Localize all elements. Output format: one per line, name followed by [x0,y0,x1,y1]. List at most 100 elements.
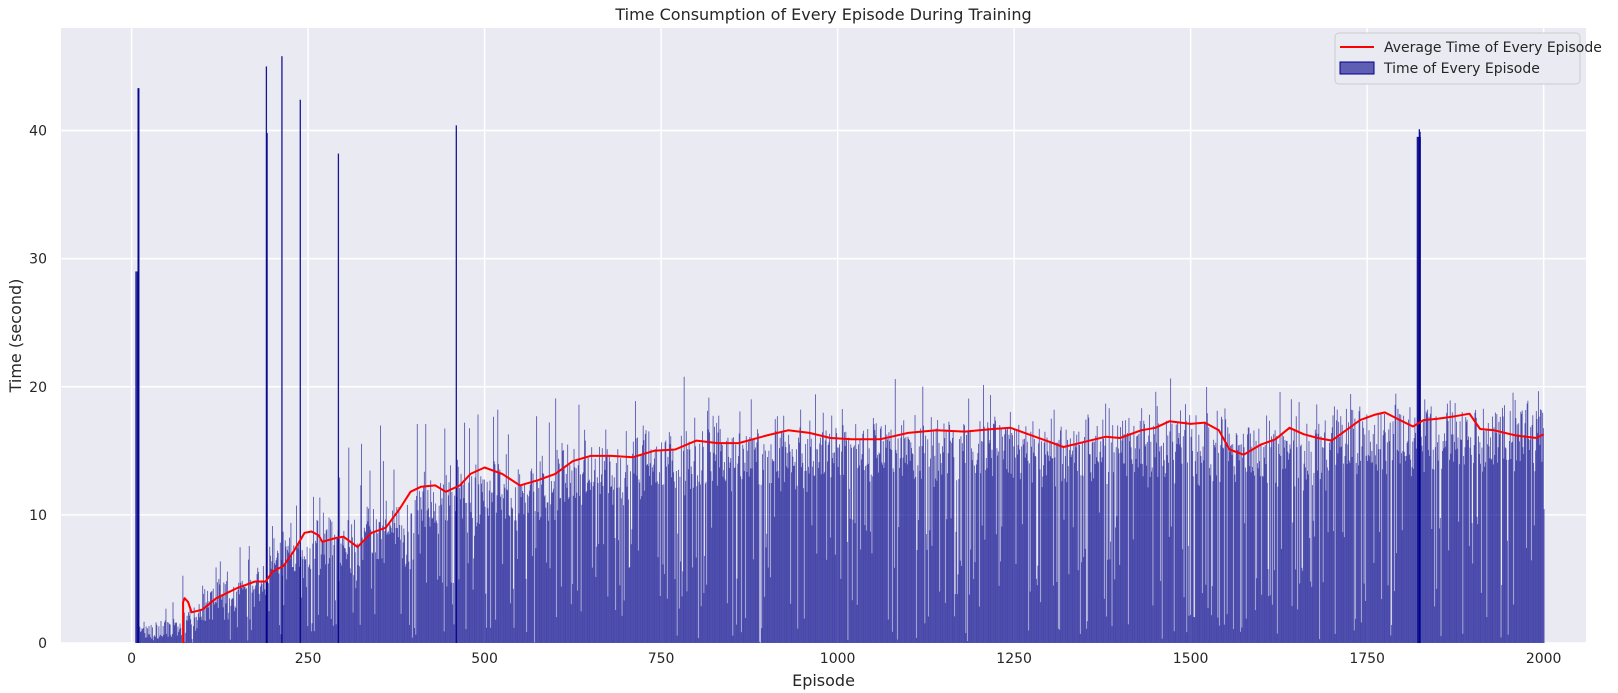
episode-bar [1136,435,1138,643]
episode-bar [1265,464,1267,643]
episode-bar [716,422,718,643]
episode-bar [974,562,976,643]
episode-bar [314,558,316,643]
episode-bar [339,477,341,643]
episode-bar [480,476,482,643]
episode-bar [931,545,933,643]
episode-bar [543,496,545,643]
episode-bar [791,449,793,643]
episode-bar [316,520,318,643]
episode-bar [824,471,826,643]
episode-bar [457,459,458,643]
episode-bar [223,582,225,643]
episode-bar [1473,462,1474,643]
episode-bar [963,424,965,643]
episode-bar [1364,434,1366,643]
episode-bar [1118,453,1120,643]
episode-bar [1427,450,1429,643]
episode-bar-spike [1418,129,1420,643]
episode-bar [872,417,874,643]
episode-bar [1523,435,1525,643]
episode-bar [1033,439,1035,643]
episode-bar [1200,455,1202,643]
episode-bar [1542,412,1544,643]
episode-bar [373,530,375,643]
episode-bar [345,552,347,643]
episode-bar [940,463,942,643]
episode-bar [1207,608,1209,643]
episode-bar [1068,574,1070,643]
episode-bar [1411,467,1413,643]
episode-bar [624,478,626,643]
episode-bar [843,474,845,643]
episode-bar [1040,602,1042,643]
episode-bar [997,451,999,643]
episode-bar [1134,471,1136,643]
episode-bar [1196,451,1198,643]
episode-bar [1524,423,1526,643]
episode-bar [904,462,906,643]
episode-bar [776,471,778,643]
episode-bar [1232,444,1234,643]
episode-bar [187,620,189,643]
episode-bar [222,607,224,643]
episode-bar [639,482,641,643]
episode-bar [402,542,404,643]
y-tick-label: 0 [38,636,47,652]
episode-bar [991,449,993,643]
episode-bar [1537,391,1539,643]
episode-bar [872,476,874,643]
episode-bar [959,560,961,643]
episode-bar [522,491,523,643]
episode-bar [1231,455,1233,643]
episode-bar [820,474,822,643]
episode-bar [1057,442,1059,643]
episode-bar [908,438,910,643]
episode-bar [1518,423,1520,643]
episode-bar [707,429,709,643]
episode-bar [1177,422,1179,643]
episode-bar [1160,445,1162,643]
episode-bar [325,564,326,643]
episode-bar [359,624,361,643]
episode-bar [200,616,202,643]
episode-bar [1280,455,1282,643]
episode-bar [538,519,540,643]
episode-bar [874,429,876,643]
episode-bar [144,633,146,643]
episode-bar [1083,556,1085,643]
episode-bar [343,530,345,643]
episode-bar [1297,609,1299,643]
episode-bar [1299,583,1301,643]
episode-bar [1134,448,1136,643]
episode-bar [351,524,353,643]
episode-bar [853,445,855,643]
episode-bar [554,520,556,643]
episode-bar [606,456,607,643]
episode-bar [224,584,226,643]
episode-bar [764,450,766,643]
episode-bar [544,495,546,643]
episode-bar [957,574,959,643]
episode-bar [467,563,469,643]
episode-bar [212,588,214,643]
episode-bar [525,578,527,643]
episode-bar [333,545,335,643]
episode-bar [653,464,655,643]
episode-bar [930,458,932,643]
episode-bar [936,480,938,643]
episode-bar [428,517,430,643]
episode-bar [163,634,165,643]
episode-bar [1096,457,1097,643]
episode-bar [865,466,867,643]
episode-bar [1277,486,1279,643]
legend-label-line: Average Time of Every Episode [1384,40,1602,56]
episode-bar [1112,472,1114,643]
episode-bar [780,491,782,643]
episode-bar [587,457,589,643]
episode-bar [274,563,276,643]
episode-bar [1243,447,1245,643]
episode-bar [1391,624,1393,643]
episode-bar [1023,444,1025,643]
episode-bar [894,379,896,643]
